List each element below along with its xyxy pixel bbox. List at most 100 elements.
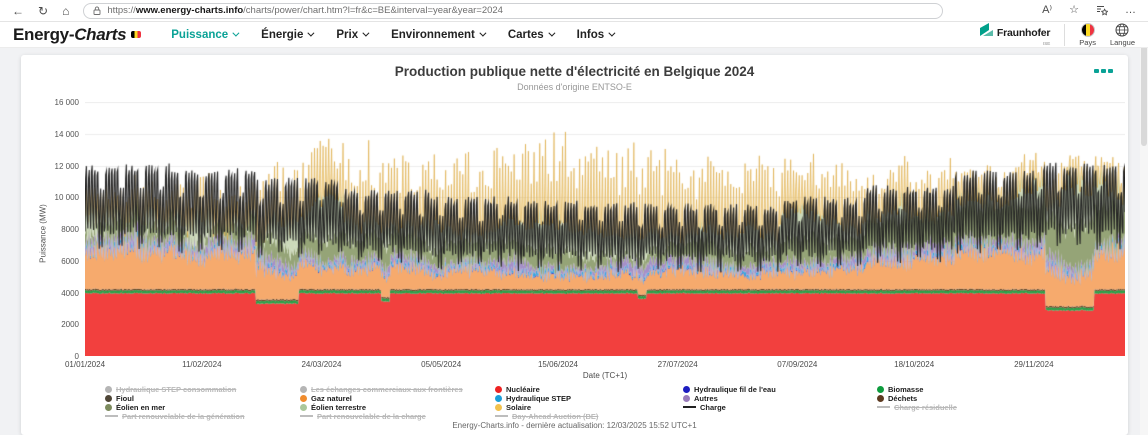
back-icon[interactable]: ←	[12, 3, 24, 18]
legend-item-solaire[interactable]: Solaire	[495, 402, 598, 412]
chart-canvas[interactable]	[85, 102, 1125, 356]
legend-item-label: Fioul	[116, 393, 134, 403]
fraunhofer-logo[interactable]: Fraunhofer ISE	[979, 23, 1051, 46]
site-header: Energy- Charts Puissance Énergie Prix Enviro…	[0, 22, 1148, 48]
legend-item-fioul[interactable]: Fioul	[105, 393, 245, 403]
nav-item-label: Prix	[336, 28, 359, 41]
url-text: https://www.energy-charts.info/charts/po…	[107, 5, 503, 16]
legend-line-icon	[105, 415, 118, 417]
browser-menu-icon[interactable]: …	[1125, 4, 1136, 16]
belgium-flag-icon	[131, 31, 142, 38]
legend-item-label: Charge	[700, 402, 726, 412]
legend-item-part-renouvelable-de-la-generation[interactable]: Part renouvelable de la génération	[105, 412, 245, 421]
legend-item-hydraulique-step[interactable]: Hydraulique STEP	[495, 393, 598, 403]
legend-item-hydraulique-fil-de-l-eau[interactable]: Hydraulique fil de l'eau	[683, 384, 776, 394]
x-tick-label: 24/03/2024	[301, 360, 342, 369]
legend-item-label: Hydraulique STEP consommation	[116, 384, 237, 394]
legend-line-icon	[495, 415, 508, 417]
chevron-down-icon	[307, 29, 315, 37]
y-tick-label: 8000	[61, 225, 79, 234]
legend-item-day-ahead-auction-be-[interactable]: Day-Ahead Auction (BE)	[495, 411, 599, 421]
legend-item-nucleaire[interactable]: Nucléaire	[495, 385, 598, 394]
legend-item-hydraulique-step-consommation[interactable]: Hydraulique STEP consommation	[105, 384, 245, 394]
legend-column: Biomasse Déchets Charge résiduelle	[877, 384, 957, 412]
legend-dot-icon	[495, 385, 502, 393]
chart-title: Production publique nette d'électricité …	[394, 64, 755, 79]
read-aloud-icon[interactable]: A⁾	[1042, 4, 1053, 16]
url-path: /charts/power/chart.htm?l=fr&c=BE&interv…	[243, 5, 503, 16]
legend-item-label: Solaire	[506, 402, 532, 412]
legend-item-les-echanges-commerciaux-aux-frontieres[interactable]: Les échanges commerciaux aux frontières	[300, 384, 463, 394]
fraunhofer-sublabel: ISE	[1043, 41, 1051, 46]
nav-item-cartes[interactable]: Cartes	[507, 28, 556, 41]
legend-item-charge-residuelle[interactable]: Charge résiduelle	[877, 402, 957, 412]
nav-item-puissance[interactable]: Puissance	[171, 29, 240, 41]
legend-item-label: Hydraulique STEP	[506, 393, 572, 403]
globe-icon	[1115, 23, 1129, 36]
language-selector[interactable]: Langue	[1110, 23, 1135, 47]
nav-item-label: Énergie	[261, 28, 304, 41]
x-tick-label: 29/11/2024	[1014, 360, 1054, 369]
chevron-down-icon	[232, 29, 240, 37]
legend-line-icon	[300, 415, 313, 417]
header-divider	[1064, 23, 1066, 46]
legend-dot-icon	[495, 403, 502, 411]
legend-dot-icon	[300, 403, 307, 411]
nav-item-label: Cartes	[507, 28, 544, 41]
legend-item-label: Gaz naturel	[311, 393, 352, 403]
legend-item-autres[interactable]: Autres	[683, 393, 776, 403]
legend-item-eolien-terrestre[interactable]: Éolien terrestre	[300, 402, 463, 412]
legend-item-label: Charge résiduelle	[894, 402, 957, 412]
legend-item-label: Autres	[694, 393, 718, 403]
legend-item-label: Éolien en mer	[116, 402, 166, 412]
home-icon[interactable]: ⌂	[62, 3, 70, 18]
legend-item-dechets[interactable]: Déchets	[877, 394, 957, 403]
chevron-down-icon	[608, 29, 616, 37]
nav-item-energie[interactable]: Énergie	[261, 28, 315, 41]
scrollbar-thumb[interactable]	[1141, 26, 1147, 146]
legend-item-label: Day-Ahead Auction (BE)	[512, 411, 599, 421]
legend-item-charge[interactable]: Charge	[683, 402, 776, 412]
favorite-star-icon[interactable]: ☆	[1069, 4, 1079, 16]
language-label: Langue	[1109, 37, 1135, 47]
legend-item-part-renouvelable-de-la-charge[interactable]: Part renouvelable de la charge	[300, 412, 463, 421]
y-tick-label: 14 000	[54, 129, 79, 139]
legend-dot-icon	[300, 394, 307, 402]
legend-column: Les échanges commerciaux aux frontières G…	[300, 384, 463, 421]
chart-options-menu-icon[interactable]	[1094, 69, 1113, 73]
country-label: Pays	[1079, 37, 1096, 47]
y-tick-label: 16 000	[54, 98, 79, 107]
y-tick-label: 4000	[61, 288, 79, 298]
chevron-down-icon	[362, 29, 370, 37]
legend-item-eolien-en-mer[interactable]: Éolien en mer	[105, 402, 245, 412]
x-tick-label: 15/06/2024	[537, 360, 579, 369]
page-scrollbar[interactable]	[1140, 22, 1148, 435]
x-tick-label: 07/09/2024	[777, 360, 818, 369]
url-scheme: https://	[107, 5, 136, 16]
chart-footer: Energy-Charts.info - dernière actualisat…	[452, 421, 697, 430]
nav-item-label: Environnement	[391, 28, 475, 41]
nav-item-environnement[interactable]: Environnement	[391, 28, 487, 41]
refresh-icon[interactable]: ↻	[38, 3, 49, 18]
legend-item-gaz-naturel[interactable]: Gaz naturel	[300, 393, 463, 403]
legend-item-label: Hydraulique fil de l'eau	[694, 384, 776, 394]
chart-card: Production publique nette d'électricité …	[21, 55, 1128, 435]
nav-item-label: Infos	[576, 28, 605, 41]
x-axis-title: Date (TC+1)	[582, 371, 628, 380]
lock-icon	[93, 6, 101, 15]
nav-item-prix[interactable]: Prix	[336, 28, 370, 41]
legend-item-label: Les échanges commerciaux aux frontières	[311, 384, 463, 394]
address-bar[interactable]: https://www.energy-charts.info/charts/po…	[83, 2, 944, 19]
country-selector[interactable]: Pays	[1079, 22, 1096, 47]
legend-item-label: Biomasse	[888, 384, 924, 394]
x-tick-label: 27/07/2024	[657, 360, 698, 369]
x-tick-label: 01/01/2024	[64, 360, 106, 369]
site-logo[interactable]: Energy- Charts	[13, 25, 142, 45]
country-flag-icon	[1080, 22, 1095, 37]
nav-item-infos[interactable]: Infos	[576, 28, 616, 41]
fraunhofer-mark-icon	[979, 23, 993, 36]
legend-item-biomasse[interactable]: Biomasse	[877, 384, 957, 394]
favorites-list-icon[interactable]	[1096, 5, 1108, 16]
legend-item-label: Éolien terrestre	[311, 402, 367, 412]
